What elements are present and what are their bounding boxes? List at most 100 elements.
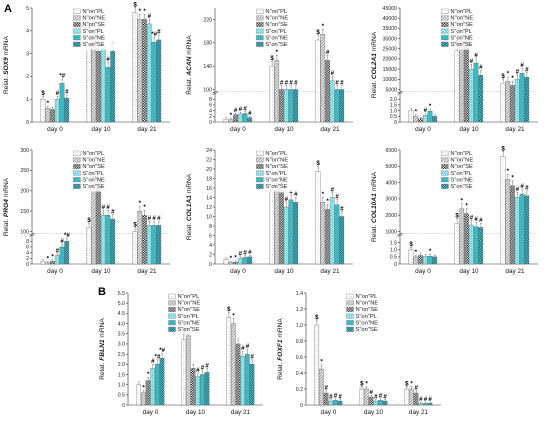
bar [329,197,335,265]
y-tick-label: 2 [26,74,29,80]
significance-mark: # [234,107,238,114]
legend-entry: N"on"NE [82,158,105,164]
bar [459,208,465,265]
y-axis-label: Relat. COL1A1 mRNA [186,173,193,240]
y-tick-label: 6 [26,245,29,251]
y-tick-label: 1000 [385,229,397,235]
y-tick-label: 10 [206,214,212,220]
legend-swatch [256,170,264,176]
bar [432,116,438,123]
bar [514,79,520,123]
y-label-gene: COL1A1 [186,195,193,221]
bar [464,213,469,265]
significance-mark: # [157,29,161,36]
bar [464,38,469,123]
legend-entry: S"on"SE [178,327,200,333]
y-tick-label: 0.2 [296,387,303,393]
bar [320,34,326,123]
significance-mark: * [322,23,325,30]
bar [418,255,423,265]
significance-mark: # [324,385,328,392]
significance-mark: # [248,110,252,117]
significance-mark: *# [64,232,70,239]
bar [510,185,515,265]
legend-entry: N"on"SE [82,164,105,170]
y-tick-label: 8 [209,224,212,230]
y-tick-label: 0.8 [296,339,303,345]
significance-mark: # [369,389,373,396]
bar [315,39,321,123]
significance-mark: $ [41,90,45,97]
bar [288,89,294,123]
bar [233,114,238,123]
bar [432,256,438,265]
bar [364,388,369,406]
significance-mark: # [111,208,115,215]
bar [59,83,65,123]
y-tick-label: 6000 [385,148,397,154]
y-tick-label: 4.0 [118,321,125,327]
chart-col10a1: 00.51.0 1.5 1000 2000 3000 4000 5000 6000 Relat.… [371,145,538,275]
legend-swatch [346,300,354,306]
y-tick-label: 40000 [383,16,398,22]
legend-entry: S"on"PL [450,171,472,177]
significance-mark: *# [159,347,165,354]
significance-mark: * [410,380,413,387]
significance-mark: # [250,354,254,361]
bar [478,227,484,265]
y-tick-label: 6 [209,233,212,239]
legend-swatch [73,170,81,176]
x-tick-label: day 0 [321,409,337,416]
bar [223,259,229,265]
significance-mark: # [474,216,478,223]
y-tick-label: 14 [206,195,212,201]
legend-swatch [256,22,264,27]
significance-mark: # [374,393,378,400]
significance-mark: # [106,204,110,211]
y-tick-label: 2.0 [118,362,125,368]
bar [223,119,229,123]
bar [332,400,338,406]
bar [468,68,474,123]
x-tick-label: day 10 [186,409,206,416]
x-tick-label: day 21 [505,268,525,275]
significance-mark: * [507,71,510,78]
y-label-prefix: Relat. [371,223,378,242]
significance-mark: # [196,367,200,374]
y-tick-label: 4 [26,250,29,256]
bar [427,256,433,265]
bar [314,324,320,406]
y-label-suffix: mRNA [277,318,284,340]
bar [427,111,433,123]
significance-mark: $ [501,73,505,80]
legend-entry: N"on"SE [265,22,288,28]
axis-break-mark [29,234,35,237]
significance-mark: # [56,247,60,254]
bar [454,50,460,123]
y-label-prefix: Relat. [186,221,193,240]
significance-mark: $ [455,213,459,220]
significance-mark: * [365,380,368,387]
significance-mark: * [415,249,418,256]
y-tick-label: 8 [26,239,29,245]
legend-swatch [441,170,449,176]
y-label-suffix: mRNA [371,171,378,193]
bar [473,62,479,123]
significance-mark: # [205,362,209,369]
y-tick-label: 4000 [385,180,397,186]
bar [413,116,419,123]
y-tick-label: 22 [206,157,212,163]
y-tick-label: 1.0 [390,248,397,254]
y-tick-label: 220 [203,17,212,23]
bar [269,66,275,123]
significance-mark: # [335,80,339,87]
bar [293,89,299,123]
significance-mark: * [429,103,432,110]
bar [524,195,530,265]
bar [244,353,250,406]
legend-entry: S"on"NE [82,35,105,41]
significance-mark: * [326,198,329,205]
y-tick-label: 3.0 [118,342,125,348]
legend-entry: S"on"SE [356,327,378,333]
legend-swatch [441,28,449,34]
